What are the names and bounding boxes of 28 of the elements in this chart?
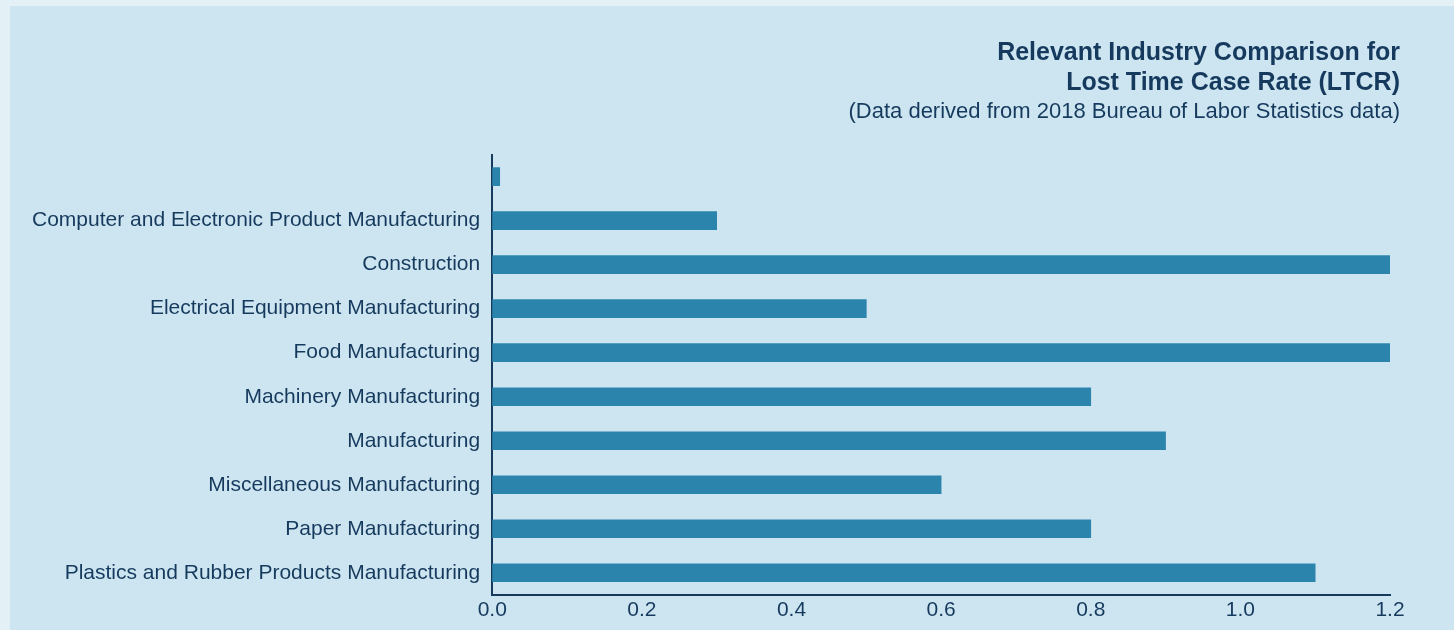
y-tick-label: Plastics and Rubber Products Manufacturing [64, 559, 481, 583]
x-tick-label: 0.4 [776, 597, 807, 621]
bar [492, 475, 942, 495]
x-tick-label: 1.2 [1375, 597, 1405, 621]
y-tick-label: Manufacturing [347, 427, 481, 451]
x-tick-label: 0.8 [1076, 597, 1106, 621]
bar [492, 167, 501, 186]
bar [492, 431, 1166, 451]
bar [492, 211, 717, 230]
bar [492, 563, 1316, 583]
chart-title: Relevant Industry Comparison for Lost Time Case Rate (LTCR) [996, 36, 1400, 96]
bar [492, 343, 1390, 363]
bar [492, 519, 1092, 539]
bar [492, 255, 1390, 274]
x-tick-label: 1.0 [1225, 597, 1255, 621]
x-tick-label: 0.0 [477, 597, 507, 621]
bar [492, 299, 867, 318]
y-tick-label: Electrical Equipment Manufacturing [149, 295, 481, 319]
chart-subtitle: (Data derived from 2018 Bureau of Labor Statistics data) [848, 97, 1400, 125]
x-tick-label: 0.6 [926, 597, 956, 621]
y-tick-label: Miscellaneous Manufacturing [208, 471, 481, 495]
y-tick-label: Machinery Manufacturing [244, 383, 481, 407]
y-tick-label: Computer and Electronic Product Manufacturing [31, 207, 481, 231]
y-tick-label: Paper Manufacturing [285, 515, 481, 539]
y-tick-label: Construction [362, 251, 481, 275]
x-tick-label: 0.2 [627, 597, 657, 621]
y-tick-label: Food Manufacturing [293, 339, 481, 363]
bar [492, 387, 1092, 407]
